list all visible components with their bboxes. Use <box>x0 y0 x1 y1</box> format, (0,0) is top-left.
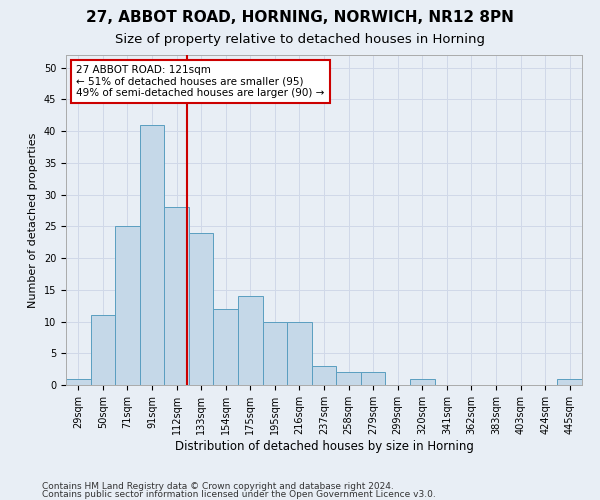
Y-axis label: Number of detached properties: Number of detached properties <box>28 132 38 308</box>
Bar <box>557 378 582 385</box>
Bar <box>214 309 238 385</box>
Bar <box>410 378 434 385</box>
Text: 27 ABBOT ROAD: 121sqm
← 51% of detached houses are smaller (95)
49% of semi-deta: 27 ABBOT ROAD: 121sqm ← 51% of detached … <box>76 65 325 98</box>
Bar <box>115 226 140 385</box>
Bar <box>91 315 115 385</box>
Text: Size of property relative to detached houses in Horning: Size of property relative to detached ho… <box>115 32 485 46</box>
Text: 27, ABBOT ROAD, HORNING, NORWICH, NR12 8PN: 27, ABBOT ROAD, HORNING, NORWICH, NR12 8… <box>86 10 514 25</box>
Bar <box>140 125 164 385</box>
Bar <box>336 372 361 385</box>
Bar <box>66 378 91 385</box>
Bar <box>361 372 385 385</box>
Text: Contains public sector information licensed under the Open Government Licence v3: Contains public sector information licen… <box>42 490 436 499</box>
Bar <box>238 296 263 385</box>
X-axis label: Distribution of detached houses by size in Horning: Distribution of detached houses by size … <box>175 440 473 452</box>
Bar <box>263 322 287 385</box>
Text: Contains HM Land Registry data © Crown copyright and database right 2024.: Contains HM Land Registry data © Crown c… <box>42 482 394 491</box>
Bar <box>189 232 214 385</box>
Bar <box>164 208 189 385</box>
Bar <box>287 322 312 385</box>
Bar <box>312 366 336 385</box>
